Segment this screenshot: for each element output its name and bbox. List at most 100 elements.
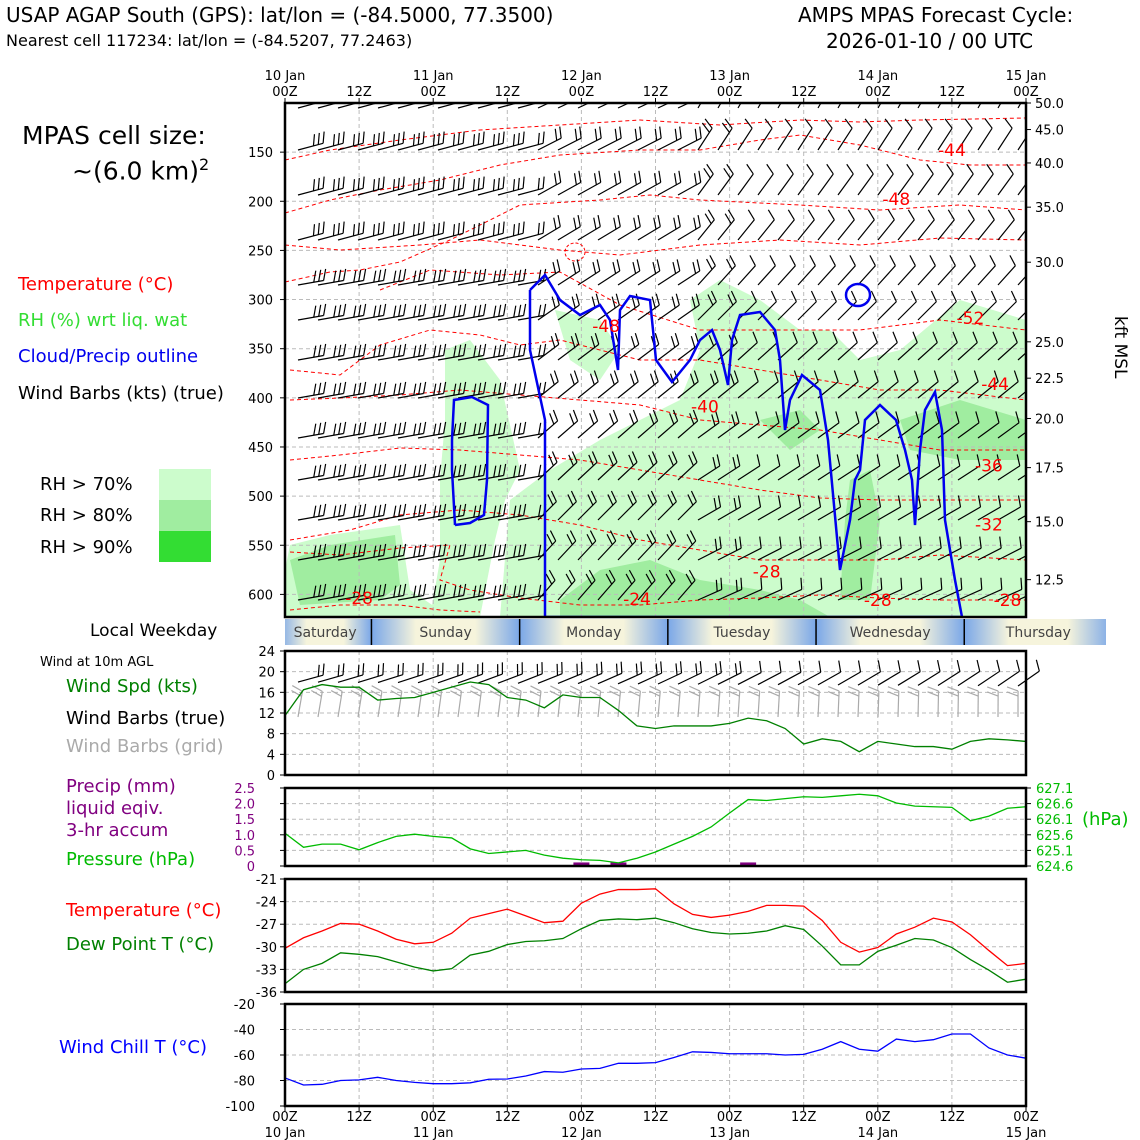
height-tick-label: 25.0 xyxy=(1035,336,1064,351)
barb-staff xyxy=(317,392,344,399)
barb-feather xyxy=(353,423,357,436)
barb-feather xyxy=(712,457,717,469)
barb-feather xyxy=(353,270,357,283)
barb-feather xyxy=(378,304,382,317)
barb-feather xyxy=(679,126,682,139)
barb-staff xyxy=(497,554,524,561)
barb-feather xyxy=(377,132,380,145)
barb-feather xyxy=(996,454,1001,466)
barb-feather xyxy=(458,344,462,357)
barb-feather xyxy=(393,545,397,558)
barb-staff xyxy=(337,392,364,399)
barb-feather xyxy=(498,344,502,357)
barb-feather xyxy=(501,662,503,675)
barb-feather xyxy=(353,545,357,558)
pressure-ytick-label: 624.6 xyxy=(1036,860,1073,875)
barb-staff xyxy=(757,219,775,241)
barb-staff xyxy=(557,501,577,521)
barb-feather xyxy=(632,409,639,422)
upper-wind-barb xyxy=(877,495,902,521)
barb-feather xyxy=(740,577,743,590)
barb-feather xyxy=(493,585,497,598)
barb-staff xyxy=(877,342,898,361)
barb-feather xyxy=(608,569,616,581)
barb-feather xyxy=(473,305,477,318)
barb-staff xyxy=(457,232,484,241)
barb-feather xyxy=(453,305,457,318)
barb-staff xyxy=(757,265,776,286)
upper-wind-barb xyxy=(997,163,1014,196)
surface-wind-barb-grid xyxy=(569,685,582,718)
upper-wind-barb xyxy=(557,293,580,321)
barb-feather xyxy=(378,464,382,477)
barb-staff xyxy=(977,103,992,109)
barb-staff xyxy=(637,270,661,286)
barb-feather xyxy=(808,690,820,697)
barb-feather xyxy=(553,217,557,230)
top-time-label: 00Z xyxy=(569,85,595,100)
barb-staff xyxy=(377,514,404,521)
barb-feather xyxy=(569,690,581,697)
barb-feather xyxy=(897,660,901,672)
surface-wind-barb-true xyxy=(597,661,623,685)
barb-feather xyxy=(397,132,400,145)
barb-feather xyxy=(976,659,981,672)
barb-feather xyxy=(932,331,938,343)
barb-feather xyxy=(482,221,485,234)
precip-ytick-label: 1.5 xyxy=(234,813,255,828)
upper-wind-barb xyxy=(457,303,487,321)
barb-feather xyxy=(373,585,377,598)
upper-wind-barb xyxy=(977,577,1003,601)
wind-speed-line xyxy=(284,681,1027,753)
barb-staff xyxy=(597,226,621,241)
barb-feather xyxy=(333,383,337,396)
barb-staff xyxy=(517,103,544,109)
upper-wind-barb xyxy=(557,490,577,521)
barb-staff xyxy=(737,342,758,361)
barb-feather xyxy=(432,134,436,146)
weekday-cell xyxy=(519,619,668,645)
upper-wind-barb xyxy=(337,503,367,521)
barb-staff xyxy=(737,547,762,561)
surface-wind-barb-grid xyxy=(927,686,940,718)
barb-feather xyxy=(413,545,417,558)
surface-wind-barb-grid xyxy=(788,685,800,718)
barb-staff xyxy=(477,314,504,321)
barb-feather xyxy=(475,91,482,103)
upper-wind-barb xyxy=(1017,265,1026,286)
barb-feather xyxy=(417,222,420,235)
barb-feather xyxy=(691,451,698,463)
barb-feather xyxy=(358,584,362,597)
barb-feather xyxy=(727,209,735,221)
upper-wind-barb xyxy=(737,577,763,601)
barb-staff xyxy=(717,672,742,685)
barb-feather xyxy=(478,344,482,357)
upper-wind-barb xyxy=(677,409,699,439)
barb-staff xyxy=(977,173,994,196)
upper-wind-barb xyxy=(977,209,995,241)
barb-feather xyxy=(433,270,437,283)
barb-feather xyxy=(739,660,742,673)
barb-staff xyxy=(397,279,424,286)
upper-wind-barb xyxy=(537,451,558,481)
upper-wind-barb xyxy=(457,131,485,151)
barb-feather xyxy=(795,411,800,423)
upper-wind-barb xyxy=(857,209,875,241)
barb-staff xyxy=(817,265,836,286)
barb-feather xyxy=(433,305,437,318)
barb-feather xyxy=(937,495,942,508)
legend-precip-2: liquid eqiv. xyxy=(66,798,164,819)
barb-feather xyxy=(332,179,336,191)
barb-feather xyxy=(472,134,476,146)
barb-feather xyxy=(522,221,525,234)
upper-wind-barb xyxy=(937,163,954,196)
barb-staff xyxy=(717,547,742,561)
barb-feather xyxy=(353,465,357,478)
surface-wind-barb-true xyxy=(537,661,563,684)
barb-feather xyxy=(979,536,982,549)
barb-feather xyxy=(517,222,520,235)
barb-feather xyxy=(520,90,527,102)
barb-staff xyxy=(297,187,324,196)
barb-staff xyxy=(337,232,364,241)
upper-wind-barb xyxy=(377,131,405,151)
